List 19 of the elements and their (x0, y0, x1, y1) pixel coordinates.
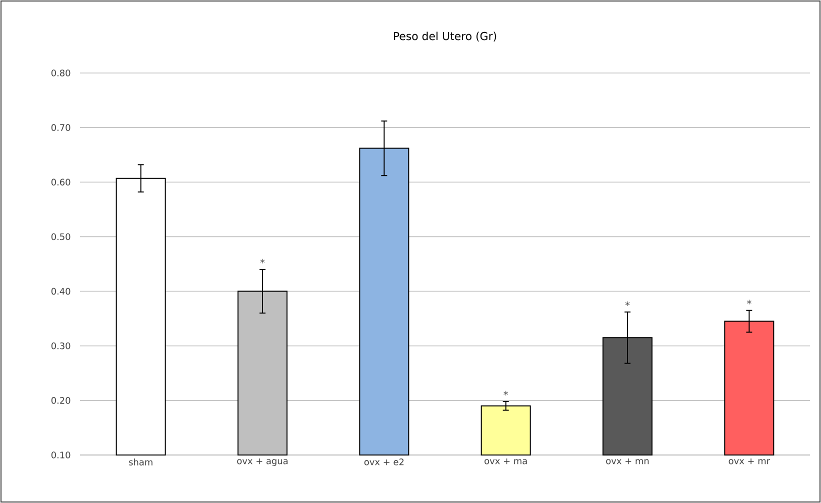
x-tick-label: ovx + agua (237, 458, 288, 466)
annotation: * (260, 258, 265, 264)
y-tick-label: 0.10 (51, 452, 70, 458)
y-tick-label: 0.50 (51, 233, 70, 240)
y-tick-label: 0.30 (51, 342, 70, 350)
annotation: * (625, 301, 630, 306)
x-tick-label: sham (129, 458, 152, 466)
x-tick-label: ovx + mn (606, 458, 649, 464)
annotation: * (504, 390, 508, 396)
y-tick-label: 0.40 (51, 288, 70, 295)
x-tick-label: ovx + ma (484, 458, 527, 464)
x-tick-label: ovx + e2 (364, 458, 404, 466)
y-tick-label: 0.60 (51, 178, 70, 186)
y-tick-label: 0.70 (51, 124, 70, 131)
y-tick-label: 0.80 (51, 70, 70, 76)
y-tick-label: 0.20 (51, 397, 70, 404)
chart-title: Peso del Utero (Gr) (394, 32, 496, 42)
annotation: * (746, 300, 752, 304)
x-tick-label: ovx + mr (728, 458, 770, 464)
